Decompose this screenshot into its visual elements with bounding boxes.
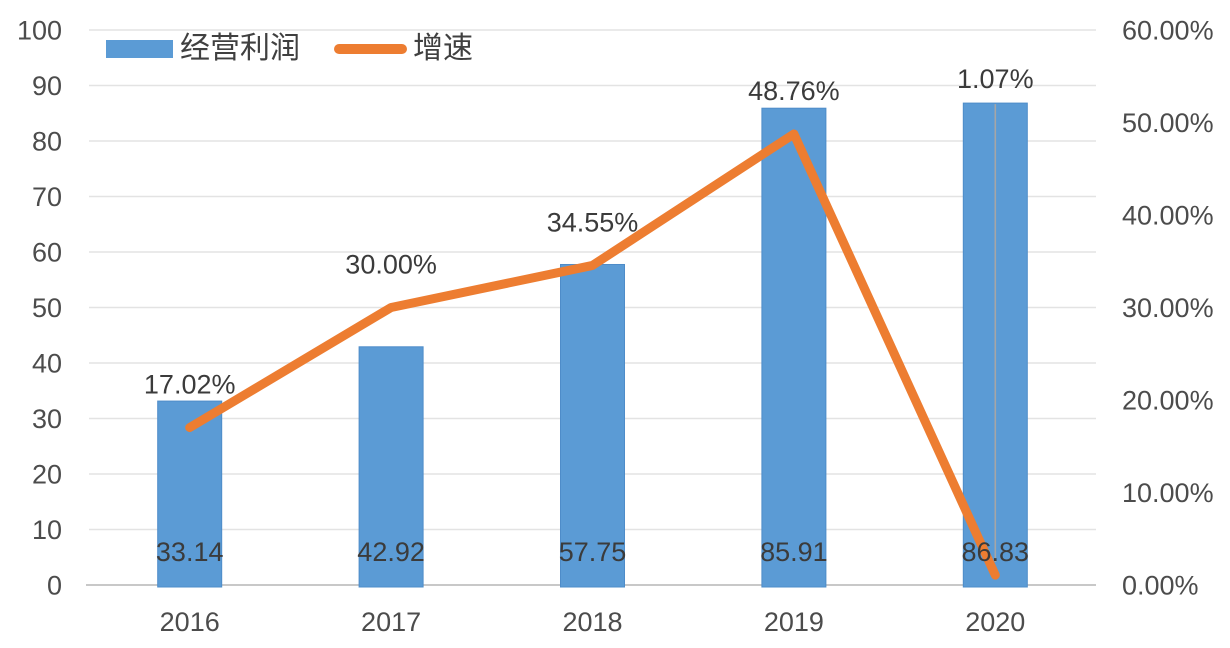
left-axis-tick-label: 100 xyxy=(17,16,62,46)
line-value-label-2020: 1.07% xyxy=(957,64,1034,94)
x-axis-label-2017: 2017 xyxy=(361,607,421,637)
left-axis-tick-label: 0 xyxy=(47,571,62,601)
right-axis-tick-label: 50.00% xyxy=(1122,108,1214,138)
bar-value-label-2019: 85.91 xyxy=(760,537,828,567)
left-axis-tick-label: 80 xyxy=(32,127,62,157)
right-axis-tick-label: 20.00% xyxy=(1122,386,1214,416)
left-axis-tick-label: 10 xyxy=(32,515,62,545)
line-value-label-2016: 17.02% xyxy=(144,370,236,400)
line-value-label-2018: 34.55% xyxy=(547,207,639,237)
bar-2018 xyxy=(560,263,625,588)
left-axis-tick-label: 50 xyxy=(32,293,62,323)
left-axis-tick-label: 40 xyxy=(32,349,62,379)
left-axis-tick-label: 70 xyxy=(32,182,62,212)
left-axis-tick-label: 30 xyxy=(32,404,62,434)
x-axis-label-2018: 2018 xyxy=(562,607,622,637)
line-value-label-2017: 30.00% xyxy=(345,250,437,280)
x-axis-label-2020: 2020 xyxy=(965,607,1025,637)
bar-value-label-2017: 42.92 xyxy=(357,537,425,567)
left-axis-tick-label: 20 xyxy=(32,460,62,490)
bar-value-label-2016: 33.14 xyxy=(156,537,224,567)
bar-2017 xyxy=(358,346,424,588)
right-axis-tick-label: 0.00% xyxy=(1122,571,1199,601)
right-axis-tick-label: 10.00% xyxy=(1122,478,1214,508)
right-axis-tick-label: 40.00% xyxy=(1122,201,1214,231)
x-axis-label-2019: 2019 xyxy=(764,607,824,637)
left-axis-tick-label: 90 xyxy=(32,71,62,101)
right-axis-tick-label: 30.00% xyxy=(1122,293,1214,323)
left-axis-tick-label: 60 xyxy=(32,238,62,268)
bar-value-label-2018: 57.75 xyxy=(559,537,627,567)
right-axis-tick-label: 60.00% xyxy=(1122,16,1214,46)
growth-rate-line xyxy=(185,129,1000,580)
line-value-label-2019: 48.76% xyxy=(748,76,840,106)
bar-value-label-2020: 86.83 xyxy=(962,537,1030,567)
x-axis-label-2016: 2016 xyxy=(160,607,220,637)
